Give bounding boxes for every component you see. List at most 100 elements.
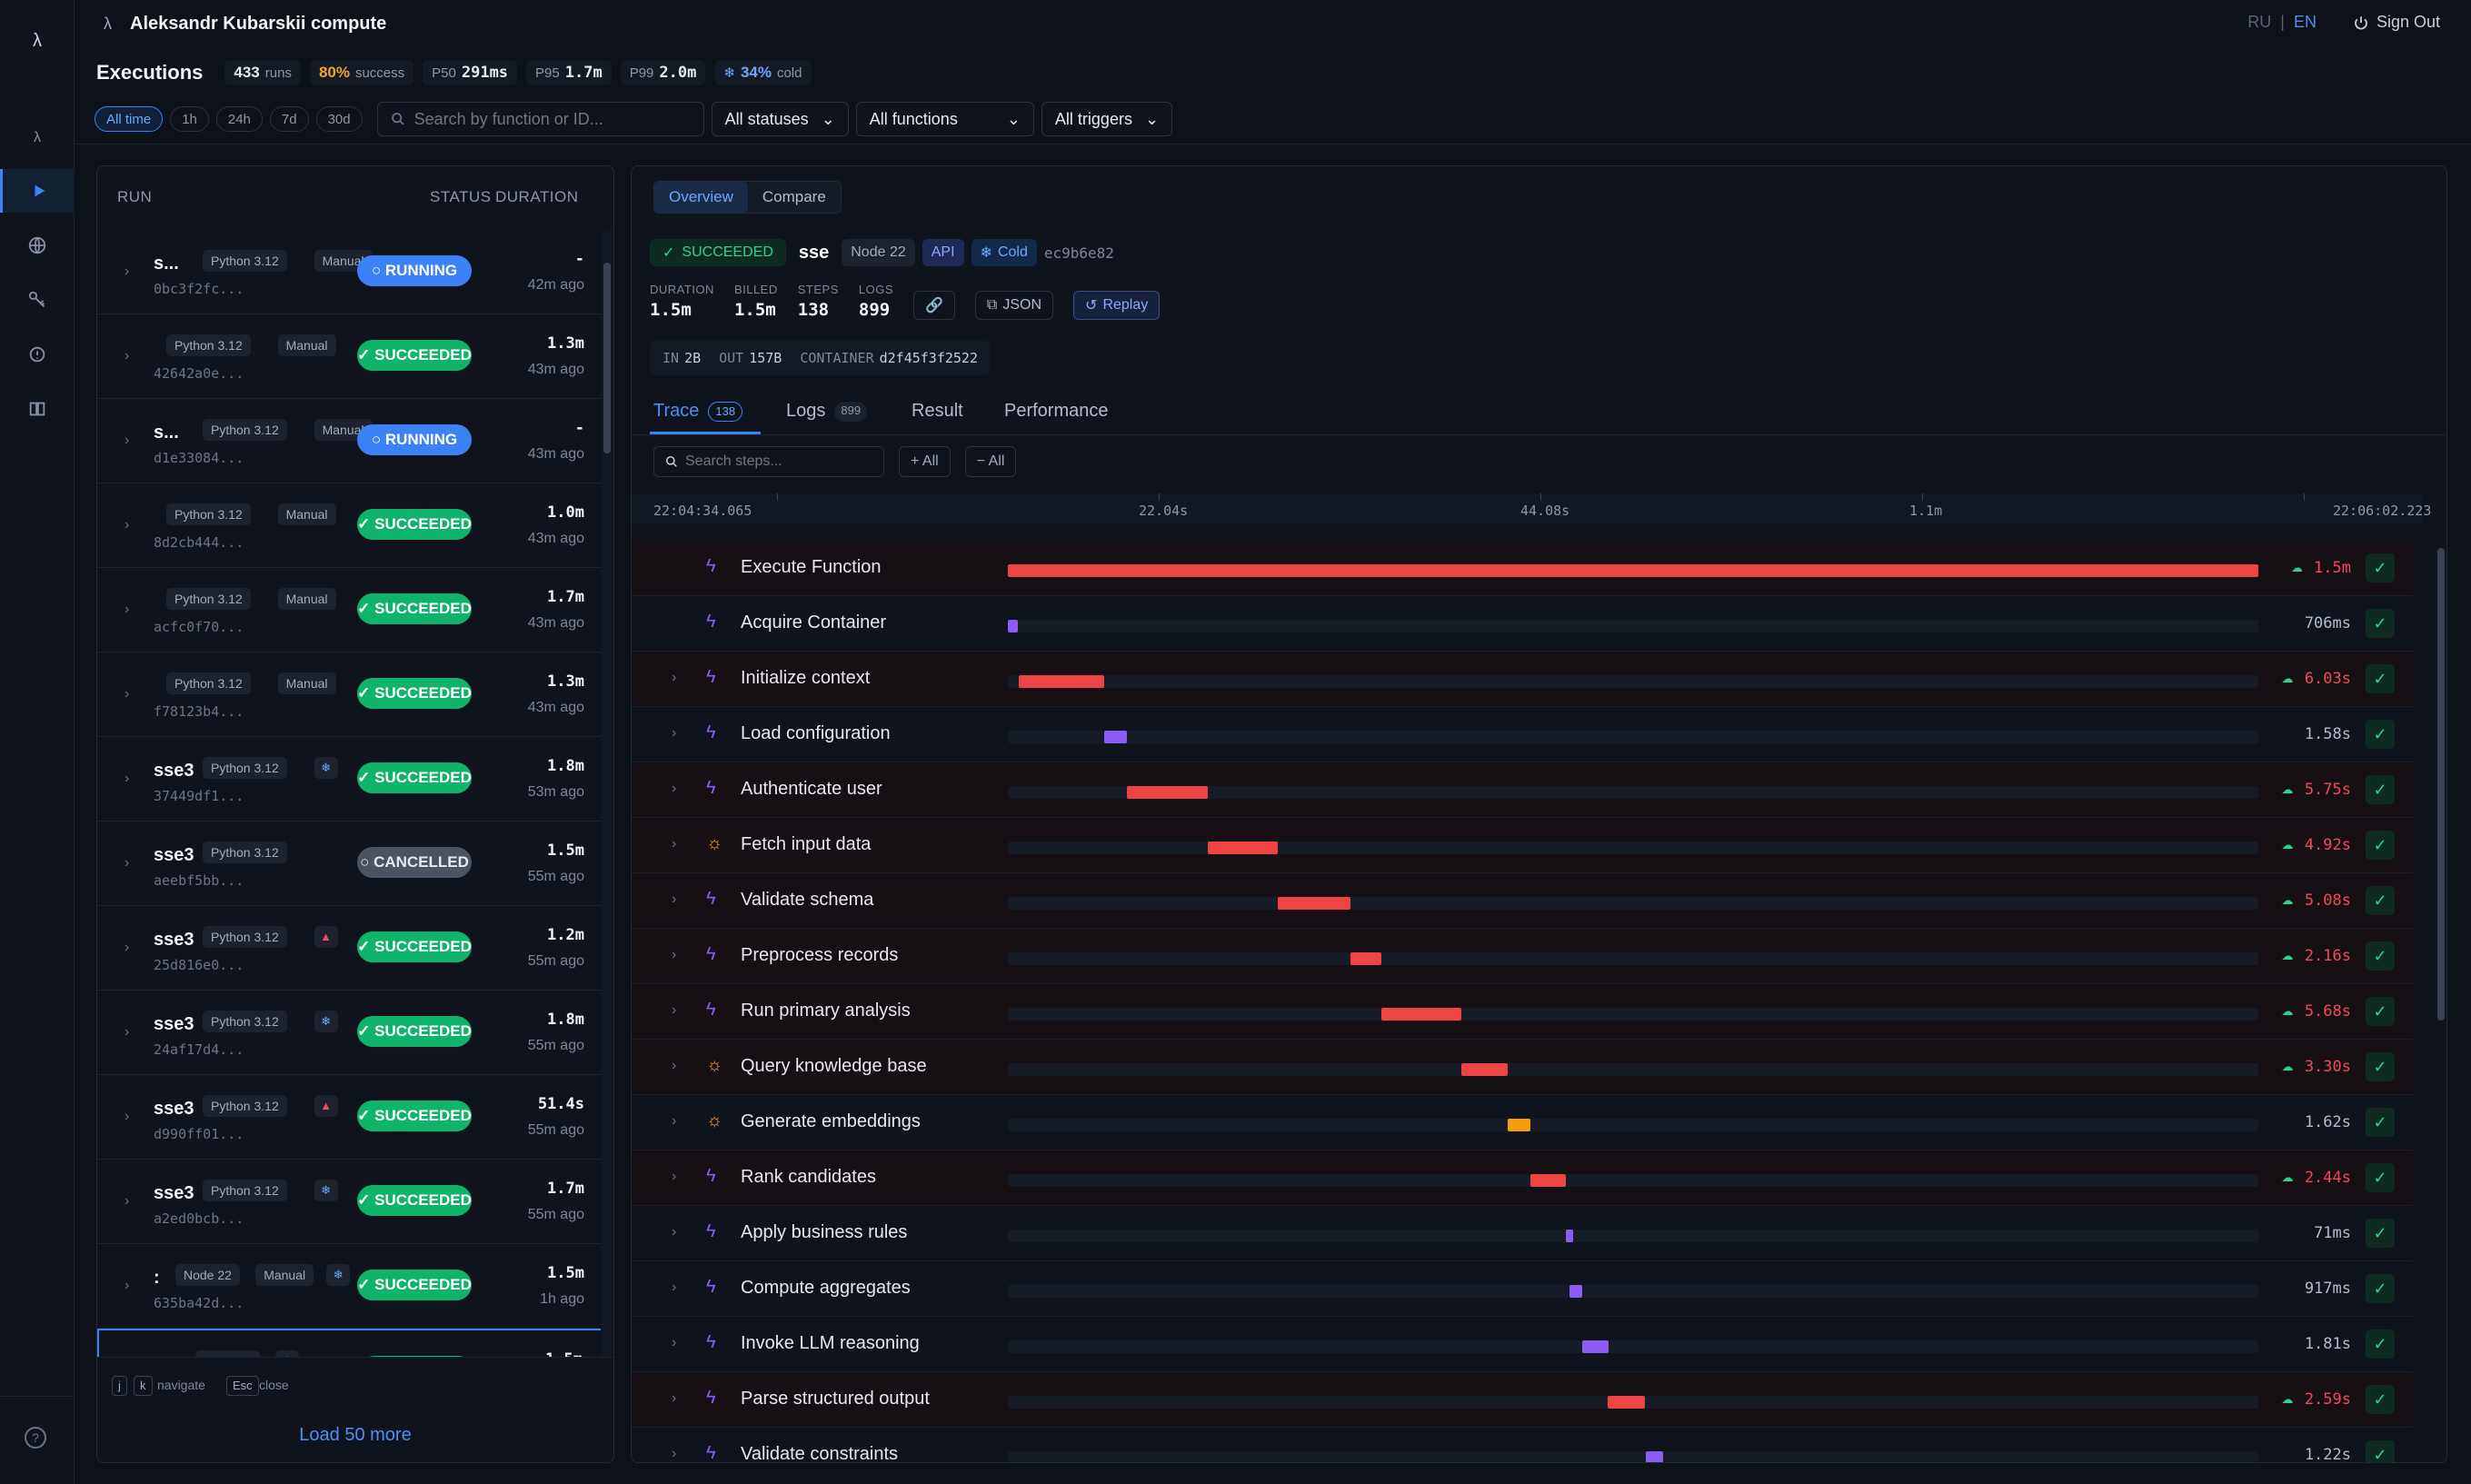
scrollbar-thumb[interactable] [2437, 548, 2445, 1021]
step-bar[interactable] [1608, 1396, 1645, 1409]
function-select[interactable]: All functions ⌄ [855, 102, 1034, 136]
range-30d[interactable]: 30d [315, 106, 363, 132]
trace-step-row[interactable]: › ϟ Initialize context ☁ 6.03s ✓ [632, 652, 2413, 707]
step-bar[interactable] [1646, 1451, 1663, 1462]
sidebar-item-alerts[interactable] [0, 333, 75, 376]
tab-logs[interactable]: Logs 899 [786, 401, 868, 422]
search-input[interactable] [413, 109, 687, 129]
chevron-right-icon[interactable]: › [672, 1224, 677, 1240]
chevron-right-icon[interactable]: › [125, 1193, 130, 1209]
step-bar[interactable] [1566, 1230, 1573, 1242]
run-row[interactable]: › sse3 Python 3.12 aeebf5bb... ○ CANCELLED 1.… [97, 822, 603, 906]
step-bar[interactable] [1350, 952, 1381, 965]
replay-button[interactable]: ↺ Replay [1073, 291, 1161, 320]
chevron-right-icon[interactable]: › [672, 1113, 677, 1129]
sidebar-item-network[interactable] [0, 224, 75, 267]
collapse-all-button[interactable]: − All [964, 446, 1017, 477]
trace-step-row[interactable]: ϟ Acquire Container 706ms ✓ [632, 596, 2413, 652]
sidebar-item-keys[interactable] [0, 278, 75, 322]
trace-step-row[interactable]: › ϟ Load configuration 1.58s ✓ [632, 707, 2413, 762]
trace-step-row[interactable]: › ϟ Authenticate user ☁ 5.75s ✓ [632, 762, 2413, 818]
lang-ru[interactable]: RU [2247, 13, 2272, 31]
range-all-time[interactable]: All time [95, 106, 164, 132]
run-row[interactable]: › sse3 Python 3.12 ▲ 25d816e0... ✓ SUCCEEDED 1… [97, 906, 603, 991]
run-row[interactable]: › Python 3.12 Manual 8d2cb444... ✓ SUCCEEDED… [97, 483, 603, 568]
run-row[interactable]: › sse3 Python 3.12 ❄ a2ed0bcb... ✓ SUCCEEDED 1… [97, 1160, 603, 1244]
chevron-right-icon[interactable]: › [672, 725, 677, 741]
step-search[interactable] [653, 446, 884, 477]
chevron-right-icon[interactable]: › [125, 602, 130, 617]
run-row[interactable]: ›: Node 22 Manual ❄ 635ba42d... ✓ SUCCEEDED 1.… [97, 1244, 603, 1329]
expand-all-button[interactable]: + All [899, 446, 951, 477]
tab-performance[interactable]: Performance [1004, 401, 1109, 421]
step-bar[interactable] [1019, 675, 1104, 688]
load-more-button[interactable]: Load 50 more [299, 1425, 412, 1445]
chevron-right-icon[interactable]: › [672, 1446, 677, 1461]
run-row[interactable]: › s... Python 3.12 Manual d1e33084... ○ RUNNI… [97, 399, 603, 483]
trace-step-row[interactable]: › ϟ Parse structured output ☁ 2.59s ✓ [632, 1372, 2413, 1428]
chevron-right-icon[interactable]: › [125, 855, 130, 871]
scrollbar-thumb[interactable] [603, 263, 611, 453]
run-row[interactable]: › s... Python 3.12 Manual 0bc3f2fc... ○ RUNNI… [97, 230, 603, 314]
tab-overview[interactable]: Overview [654, 182, 748, 213]
chevron-right-icon[interactable]: › [672, 781, 677, 796]
step-bar[interactable] [1461, 1063, 1508, 1076]
step-bar[interactable] [1127, 786, 1208, 799]
logo-icon[interactable]: λ [33, 31, 42, 51]
chevron-right-icon[interactable]: › [125, 348, 130, 364]
trace-step-row[interactable]: › ☼ Generate embeddings 1.62s ✓ [632, 1095, 2413, 1150]
step-bar[interactable] [1104, 731, 1127, 743]
chevron-right-icon[interactable]: › [672, 1280, 677, 1295]
run-row[interactable]: › sse3 Python 3.12 ▲ d990ff01... ✓ SUCCEEDED 5… [97, 1075, 603, 1160]
copy-link-button[interactable]: 🔗 [913, 291, 955, 320]
chevron-right-icon[interactable]: › [125, 771, 130, 786]
run-row[interactable]: › Python 3.12 Manual acfc0f70... ✓ SUCCEEDED… [97, 568, 603, 652]
lang-en[interactable]: EN [2293, 13, 2317, 31]
step-bar[interactable] [1008, 564, 2258, 577]
run-row[interactable]: › sse3 Python 3.12 ❄ 37449df1... ✓ SUCCEEDED 1… [97, 737, 603, 822]
step-bar[interactable] [1582, 1340, 1609, 1353]
chevron-right-icon[interactable]: › [125, 264, 130, 279]
trace-step-row[interactable]: › ϟ Preprocess records ☁ 2.16s ✓ [632, 929, 2413, 984]
run-row[interactable]: › Python 3.12 Manual f78123b4... ✓ SUCCEEDED… [97, 652, 603, 737]
help-icon[interactable]: ? [25, 1427, 46, 1449]
chevron-right-icon[interactable]: › [672, 891, 677, 907]
chevron-right-icon[interactable]: › [125, 1278, 130, 1293]
range-1h[interactable]: 1h [170, 106, 209, 132]
trace-step-row[interactable]: › ϟ Validate schema ☁ 5.08s ✓ [632, 873, 2413, 929]
step-bar[interactable] [1208, 842, 1278, 854]
chevron-right-icon[interactable]: › [672, 1390, 677, 1406]
chevron-right-icon[interactable]: › [125, 686, 130, 702]
step-bar[interactable] [1381, 1008, 1461, 1021]
chevron-right-icon[interactable]: › [672, 670, 677, 685]
trace-step-row[interactable]: › ϟ Run primary analysis ☁ 5.68s ✓ [632, 984, 2413, 1040]
range-24h[interactable]: 24h [215, 106, 263, 132]
trace-step-row[interactable]: › ϟ Rank candidates ☁ 2.44s ✓ [632, 1150, 2413, 1206]
step-bar[interactable] [1569, 1285, 1582, 1298]
trace-step-row[interactable]: › ϟ Validate constraints 1.22s ✓ [632, 1428, 2413, 1462]
trace-step-row[interactable]: ϟ Execute Function ☁ 1.5m ✓ [632, 541, 2413, 596]
tab-result[interactable]: Result [912, 401, 963, 421]
tab-compare[interactable]: Compare [762, 188, 826, 205]
chevron-right-icon[interactable]: › [125, 433, 130, 448]
step-search-input[interactable] [685, 453, 867, 470]
trace-step-row[interactable]: › ϟ Apply business rules 71ms ✓ [632, 1206, 2413, 1261]
sign-out-button[interactable]: Sign Out [2353, 13, 2440, 32]
chevron-right-icon[interactable]: › [672, 836, 677, 852]
trace-scrollbar[interactable] [2435, 541, 2446, 1462]
trace-step-row[interactable]: › ☼ Fetch input data ☁ 4.92s ✓ [632, 818, 2413, 873]
run-list-scrollbar[interactable] [601, 230, 613, 1357]
tab-trace[interactable]: Trace 138 [653, 401, 743, 422]
sidebar-item-docs[interactable] [0, 387, 75, 431]
chevron-right-icon[interactable]: › [672, 1002, 677, 1018]
json-button[interactable]: ⧉ JSON [974, 291, 1054, 320]
chevron-right-icon[interactable]: › [672, 947, 677, 962]
step-bar[interactable] [1008, 620, 1018, 632]
trace-step-row[interactable]: › ☼ Query knowledge base ☁ 3.30s ✓ [632, 1040, 2413, 1095]
run-search[interactable] [376, 102, 704, 136]
chevron-right-icon[interactable]: › [125, 940, 130, 955]
chevron-right-icon[interactable]: › [125, 1024, 130, 1040]
chevron-right-icon[interactable]: › [672, 1058, 677, 1073]
trace-step-row[interactable]: › ϟ Compute aggregates 917ms ✓ [632, 1261, 2413, 1317]
